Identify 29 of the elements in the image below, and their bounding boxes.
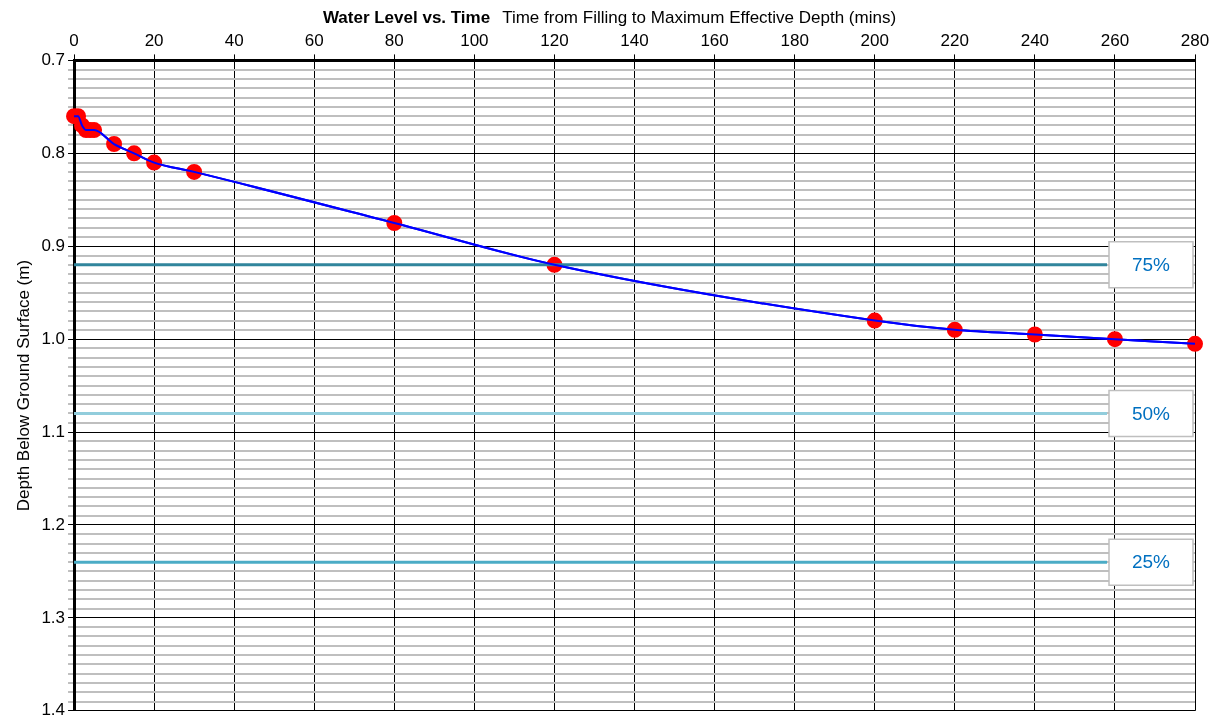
x-tick-label: 240 <box>1020 30 1050 50</box>
x-tick-label: 120 <box>540 30 569 50</box>
x-tick-label: 200 <box>860 30 889 50</box>
y-tick-label: 0.7 <box>41 50 66 70</box>
x-tick-label: 140 <box>620 30 649 50</box>
y-tick-label: 1.3 <box>41 607 66 627</box>
x-tick-label: 180 <box>780 30 809 50</box>
y-tick-label: 0.8 <box>41 143 66 162</box>
x-tick-label: 40 <box>224 30 244 50</box>
y-tick-label: 1.0 <box>41 328 66 348</box>
x-tick-label: 80 <box>384 30 404 50</box>
y-axis-title: Depth Below Ground Surface (m) <box>13 259 33 512</box>
annotation: 25% <box>1131 551 1171 573</box>
annotation: 75% <box>1131 254 1171 276</box>
y-tick-label: 1.2 <box>41 514 66 534</box>
chart-title: Water Level vs. Time <box>322 8 491 27</box>
annotation: 50% <box>1131 402 1171 424</box>
x-tick-label: 100 <box>460 30 489 50</box>
x-tick-label: 220 <box>940 30 969 50</box>
x-tick-label: 20 <box>144 30 164 50</box>
x-axis-title: Time from Filling to Maximum Effective Depth (mins) <box>502 8 897 27</box>
x-tick-label: 160 <box>700 30 729 50</box>
y-tick-label: 0.9 <box>41 235 66 255</box>
x-tick-label: 260 <box>1100 30 1130 50</box>
x-tick-label: 60 <box>304 30 324 50</box>
x-tick-label: 0 <box>69 30 79 50</box>
x-tick-label: 280 <box>1180 30 1210 50</box>
y-tick-label: 1.4 <box>41 700 66 720</box>
y-tick-label: 1.1 <box>41 421 66 441</box>
